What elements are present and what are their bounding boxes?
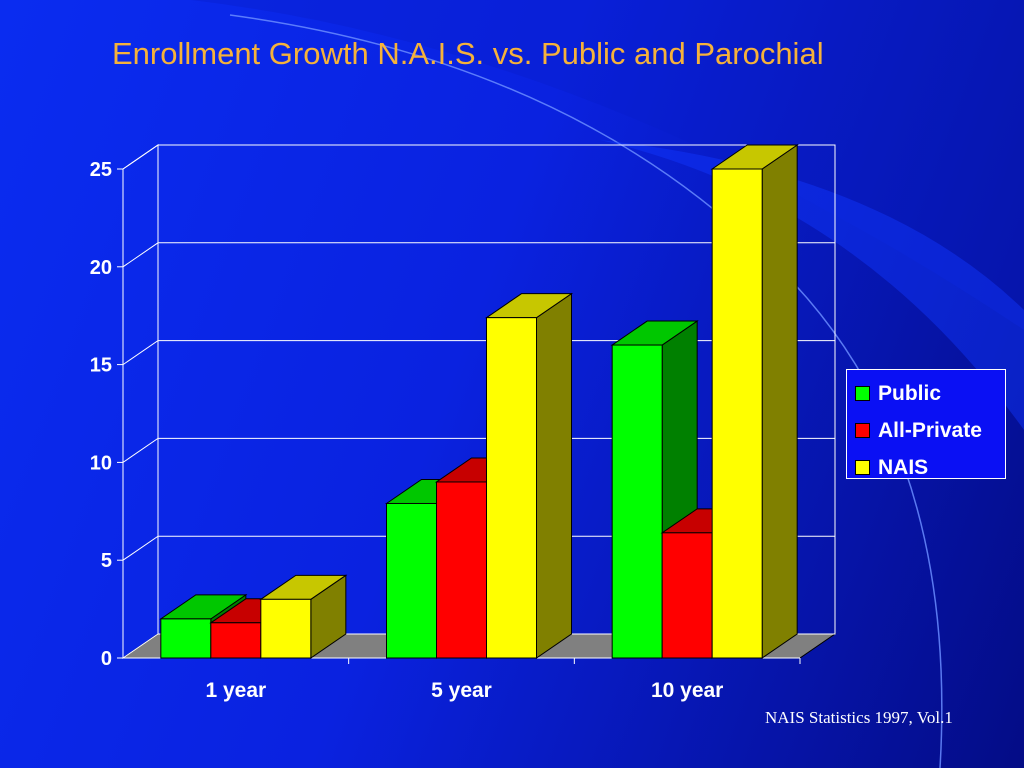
chart-legend: Public All-Private NAIS — [846, 369, 1006, 479]
y-tick-label: 15 — [90, 355, 112, 377]
y-tick-label: 10 — [90, 452, 112, 474]
bar — [210, 622, 262, 659]
legend-item: NAIS — [855, 449, 1005, 486]
y-tick-label: 20 — [90, 257, 112, 279]
slide-title: Enrollment Growth N.A.I.S. vs. Public an… — [112, 36, 824, 71]
gridline — [122, 437, 835, 463]
bar — [386, 502, 437, 659]
gridline — [122, 144, 835, 170]
legend-item: Public — [855, 375, 1005, 412]
source-note: NAIS Statistics 1997, Vol.1 — [765, 708, 953, 727]
legend-label: NAIS — [878, 455, 929, 479]
x-tick-label: 1 year — [205, 679, 266, 702]
bar — [260, 598, 312, 659]
bar — [611, 344, 663, 659]
legend-swatch — [855, 386, 870, 401]
legend-label: All-Private — [878, 418, 982, 442]
gridline — [122, 242, 835, 268]
legend-swatch — [855, 423, 870, 438]
x-tick-label: 5 year — [431, 679, 492, 702]
legend-swatch — [855, 460, 870, 475]
y-tick-label: 25 — [90, 159, 112, 181]
y-tick-label: 5 — [101, 550, 112, 572]
bar-side — [536, 292, 572, 659]
chart-side-wall — [122, 144, 159, 659]
bar-side — [761, 144, 798, 659]
legend-item: All-Private — [855, 412, 1005, 449]
y-tick-label: 0 — [101, 648, 112, 670]
bar — [160, 618, 212, 659]
gridline — [122, 340, 835, 366]
bar — [661, 532, 713, 659]
bar — [486, 317, 537, 659]
legend-label: Public — [878, 381, 942, 405]
x-tick-label: 10 year — [651, 679, 723, 702]
bar — [436, 481, 487, 659]
gridline — [122, 535, 835, 561]
bar — [711, 168, 763, 659]
